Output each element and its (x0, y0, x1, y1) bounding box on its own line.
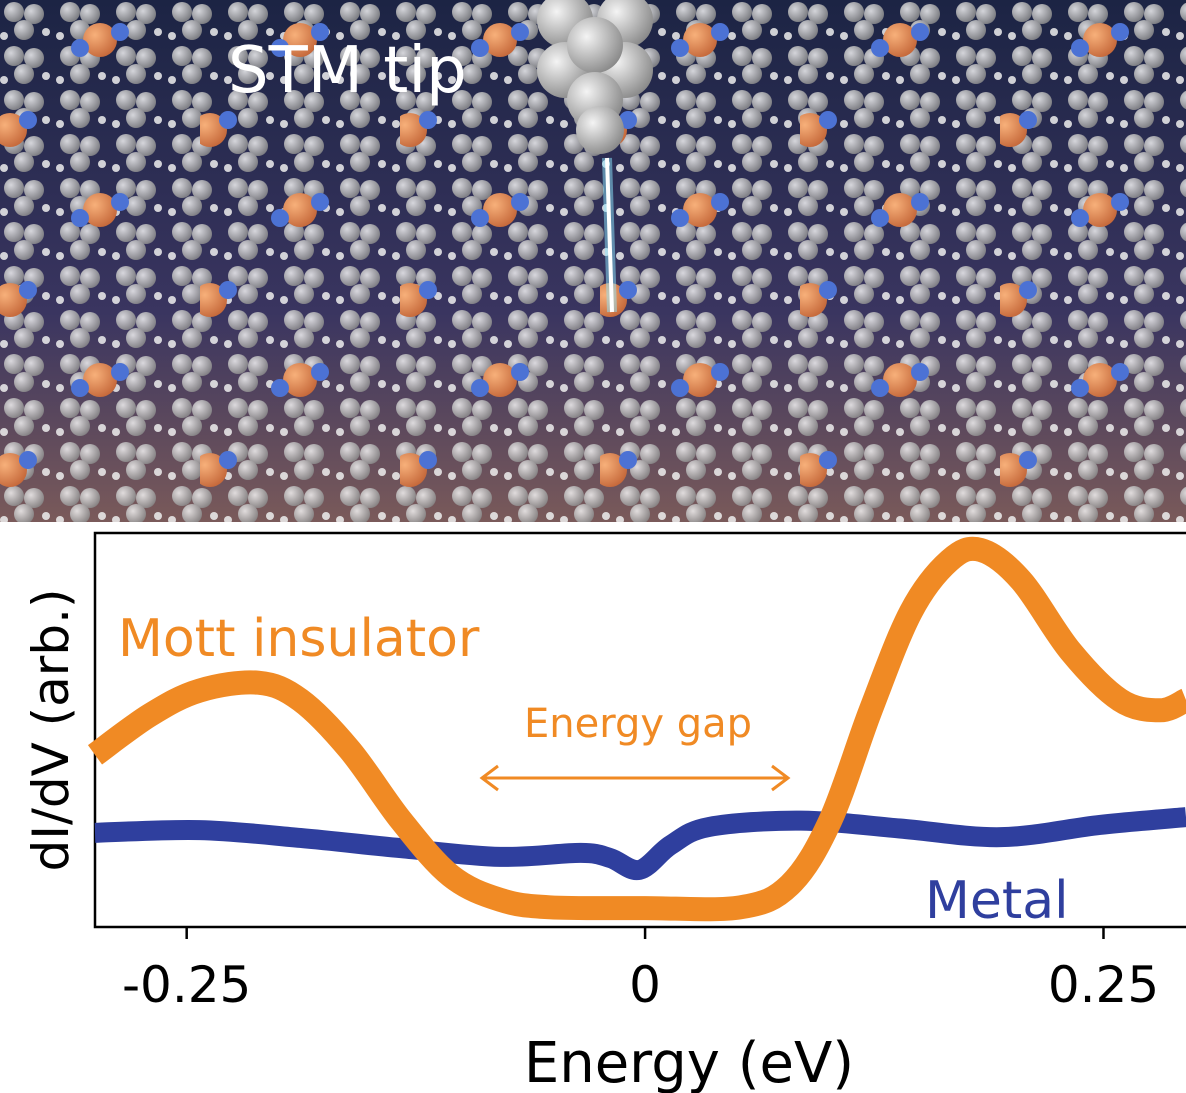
line-series (95, 817, 1186, 870)
page: {"image_caption": "STM tip", "chart_data… (0, 0, 1186, 1093)
series-label: Metal (925, 871, 1069, 931)
x-tick-label: 0.25 (1048, 956, 1159, 1014)
gap-arrow (482, 766, 788, 790)
x-axis-label: Energy (eV) (524, 1031, 854, 1093)
illustration: STM tip (0, 0, 1186, 522)
figure: STM tip -0.25 0 0.25 Energy (eV) dI/dV (arb.… (0, 0, 1186, 1093)
x-tick-label: -0.25 (122, 956, 251, 1014)
series-label: Mott insulator (118, 609, 480, 669)
x-tick-label: 0 (629, 956, 661, 1014)
y-axis-label: dI/dV (arb.) (22, 588, 80, 871)
image-label: STM tip (228, 34, 467, 108)
annotation: Energy gap (524, 701, 752, 747)
